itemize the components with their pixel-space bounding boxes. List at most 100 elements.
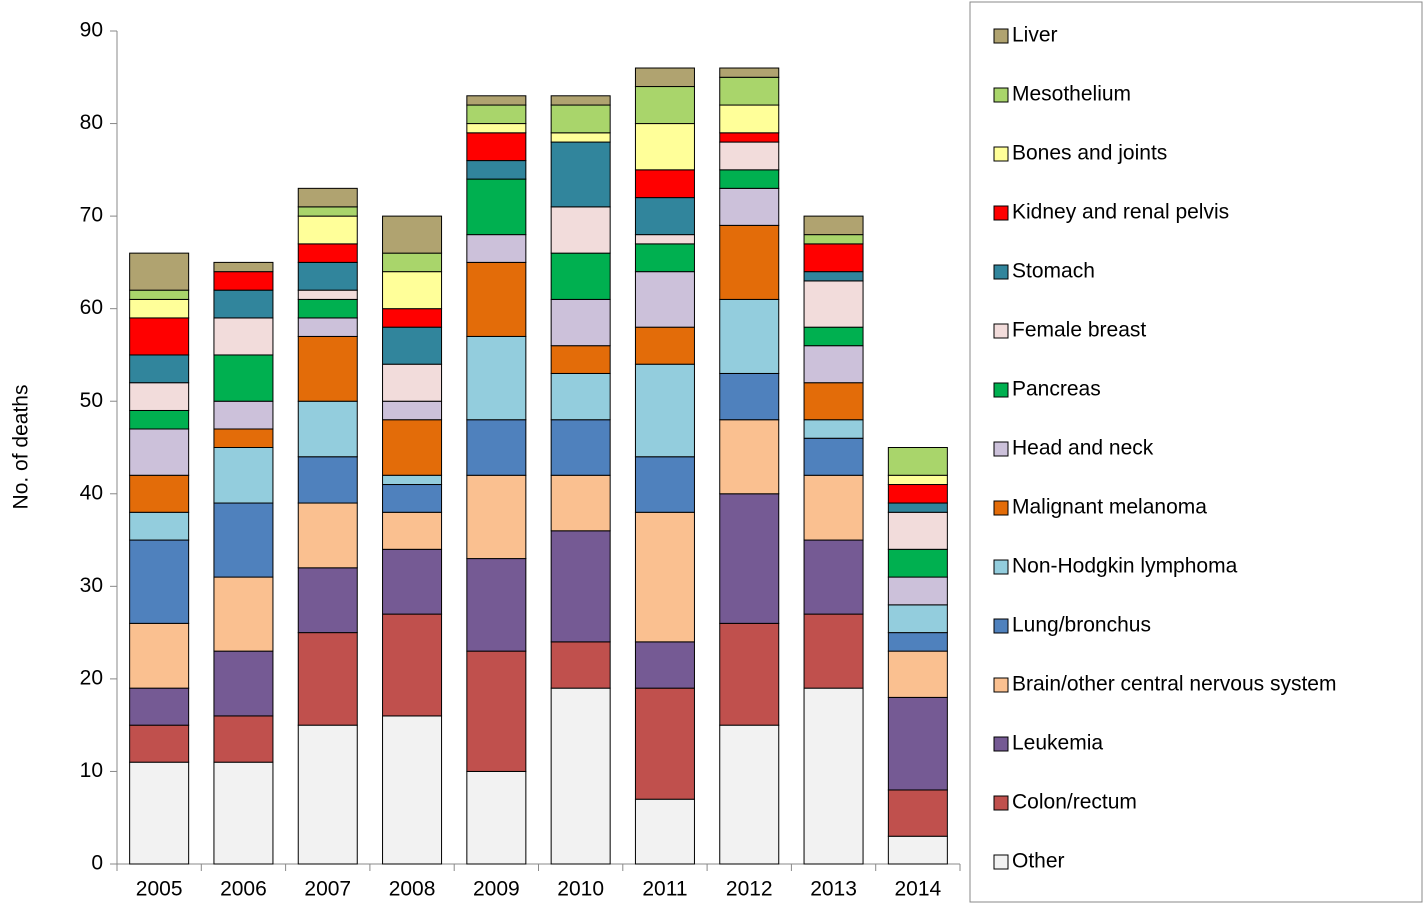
bar-segment — [466, 123, 527, 134]
bar-segment — [297, 567, 358, 634]
legend-label: Lung/bronchus — [1012, 614, 1151, 637]
bar-segment — [719, 372, 780, 421]
bar-segment — [634, 641, 695, 689]
x-tick-label: 2007 — [304, 878, 351, 901]
x-tick-label: 2011 — [642, 878, 687, 901]
bar-segment — [213, 428, 274, 449]
bar-segment — [550, 372, 611, 421]
bar-segment — [466, 419, 527, 476]
bar-segment — [634, 271, 695, 328]
bar-segment — [466, 335, 527, 421]
bar-segment — [887, 835, 948, 865]
legend-swatch — [993, 87, 1009, 103]
legend-label: Leukemia — [1012, 732, 1103, 755]
x-tick-label: 2005 — [136, 878, 183, 901]
legend-swatch — [993, 736, 1009, 752]
bar-segment — [719, 67, 780, 78]
bar-segment — [382, 326, 443, 365]
bar-segment — [803, 474, 864, 541]
x-tick-label: 2009 — [473, 878, 520, 901]
legend-swatch — [993, 559, 1009, 575]
y-axis-label: No. of deaths — [10, 385, 33, 510]
legend-swatch — [993, 441, 1009, 457]
bar-segment — [719, 76, 780, 106]
bar-segment — [297, 298, 358, 319]
legend-swatch — [993, 205, 1009, 221]
bar-segment — [719, 493, 780, 624]
legend-box — [969, 1, 1423, 903]
legend-swatch — [993, 618, 1009, 634]
bar-segment — [466, 178, 527, 236]
bar-segment — [719, 104, 780, 134]
bar-segment — [213, 271, 274, 291]
legend-swatch — [993, 28, 1009, 44]
bar-segment — [297, 400, 358, 458]
bar-segment — [887, 632, 948, 652]
bar-segment — [129, 289, 190, 300]
bar-segment — [719, 169, 780, 189]
bar-segment — [213, 576, 274, 652]
bar-segment — [550, 641, 611, 689]
x-tick-label: 2008 — [389, 878, 436, 901]
bar-segment — [719, 622, 780, 726]
bar-segment — [129, 252, 190, 291]
bar-segment — [297, 215, 358, 245]
bar-segment — [466, 95, 527, 106]
legend-label: Female breast — [1012, 319, 1146, 342]
y-tick-label: 10 — [80, 759, 103, 782]
bar-segment — [297, 206, 358, 217]
bar-segment — [382, 548, 443, 615]
bar-segment — [466, 650, 527, 772]
bar-segment — [466, 261, 527, 337]
bar-segment — [129, 622, 190, 689]
bar-segment — [466, 132, 527, 162]
bar-segment — [887, 548, 948, 578]
legend-label: Colon/rectum — [1012, 791, 1137, 814]
legend-swatch — [993, 146, 1009, 162]
bar-segment — [550, 104, 611, 134]
bar-segment — [213, 761, 274, 865]
y-tick-label: 30 — [80, 574, 103, 597]
bar-segment — [887, 696, 948, 791]
bar-segment — [213, 317, 274, 356]
bar-segment — [634, 456, 695, 513]
bar-segment — [550, 206, 611, 254]
bar-segment — [887, 474, 948, 486]
bar-segment — [382, 613, 443, 717]
bar-segment — [550, 687, 611, 865]
bar-segment — [803, 437, 864, 476]
bar-segment — [297, 502, 358, 569]
bar-segment — [382, 252, 443, 273]
bar-segment — [297, 243, 358, 263]
bar-segment — [297, 335, 358, 402]
legend-label: Mesothelium — [1012, 83, 1131, 106]
bar-segment — [129, 298, 190, 319]
bar-segment — [803, 419, 864, 439]
y-tick-label: 20 — [80, 666, 103, 689]
bar-segment — [803, 539, 864, 615]
bar-segment — [803, 243, 864, 273]
bar-segment — [887, 484, 948, 504]
bar-segment — [466, 234, 527, 263]
bar-segment — [634, 123, 695, 171]
legend-label: Other — [1012, 850, 1065, 873]
bar-segment — [719, 724, 780, 865]
bar-segment — [634, 67, 695, 88]
bar-segment — [129, 511, 190, 541]
bar-segment — [550, 95, 611, 106]
bar-segment — [213, 715, 274, 763]
bar-segment — [213, 289, 274, 319]
bar-segment — [634, 86, 695, 125]
bar-segment — [297, 187, 358, 208]
bar-segment — [129, 409, 190, 430]
bar-segment — [719, 141, 780, 171]
bar-segment — [803, 234, 864, 245]
bar-segment — [297, 456, 358, 504]
legend-label: Non-Hodgkin lymphoma — [1012, 555, 1238, 578]
bar-segment — [129, 474, 190, 513]
bar-segment — [382, 271, 443, 310]
bar-segment — [634, 798, 695, 865]
bar-segment — [297, 317, 358, 337]
bar-segment — [382, 419, 443, 476]
y-tick-label: 60 — [80, 296, 103, 319]
